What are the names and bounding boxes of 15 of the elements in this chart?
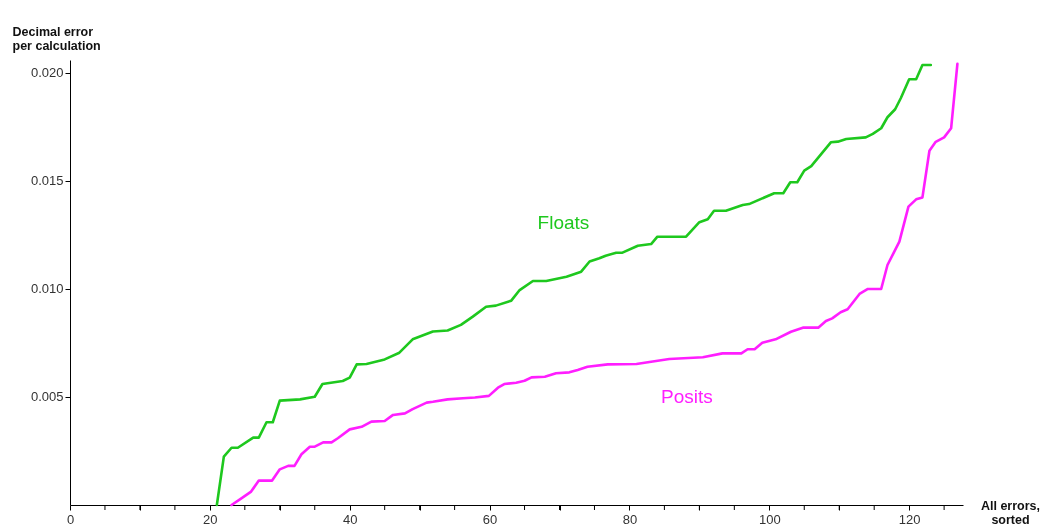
x-axis-title: All errors, sorted [980, 498, 1041, 525]
y-tick-label: 0.015 [30, 173, 64, 189]
x-tick-label: 120 [898, 511, 921, 525]
y-tick-label: 0.020 [30, 65, 64, 81]
x-tick-label: 20 [203, 511, 218, 525]
series-label: Floats [537, 212, 590, 234]
series-label: Posits [661, 385, 713, 407]
x-tick-label: 40 [342, 511, 358, 525]
x-tick-label: 80 [622, 511, 638, 525]
x-tick-label: 0 [66, 511, 75, 525]
y-tick-label: 0.010 [30, 281, 64, 297]
y-tick-label: 0.005 [30, 389, 64, 405]
y-axis-title: Decimal error per calculation [12, 24, 101, 53]
x-tick-label: 60 [482, 511, 498, 525]
x-tick-label: 100 [758, 511, 781, 525]
